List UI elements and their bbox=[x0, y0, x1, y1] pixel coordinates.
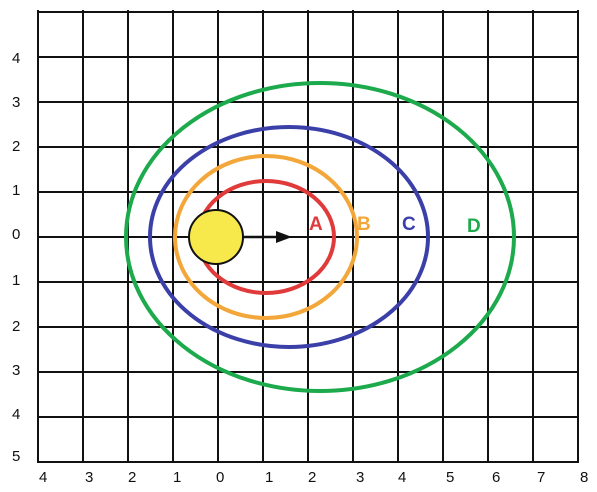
orbit-d bbox=[124, 81, 516, 393]
x-tick-label: 4 bbox=[39, 469, 47, 486]
orbit-label-a: A bbox=[309, 214, 323, 235]
x-tick-label: 6 bbox=[492, 469, 500, 486]
x-tick-label: 1 bbox=[265, 469, 273, 486]
grid bbox=[37, 10, 579, 463]
y-tick-label: 5 bbox=[12, 448, 20, 465]
orbit-label-c: C bbox=[402, 214, 416, 235]
y-tick-label: 3 bbox=[12, 362, 20, 379]
y-tick-label: 1 bbox=[12, 272, 20, 289]
x-tick-label: 2 bbox=[128, 469, 136, 486]
y-axis-labels: 4 3 2 1 0 1 2 3 4 5 bbox=[12, 50, 20, 465]
y-tick-label: 0 bbox=[12, 226, 20, 243]
y-tick-label: 1 bbox=[12, 182, 20, 199]
y-tick-label: 4 bbox=[12, 50, 20, 67]
orbit-c bbox=[148, 125, 430, 349]
y-tick-label: 4 bbox=[12, 406, 20, 423]
x-tick-label: 3 bbox=[85, 469, 93, 486]
x-tick-label: 4 bbox=[398, 469, 406, 486]
orbit-label-b: B bbox=[357, 214, 371, 235]
x-tick-label: 3 bbox=[356, 469, 364, 486]
orbit-label-d: D bbox=[467, 216, 481, 237]
star bbox=[188, 209, 244, 265]
x-tick-label: 2 bbox=[308, 469, 316, 486]
direction-arrow bbox=[243, 231, 292, 243]
x-tick-label: 1 bbox=[173, 469, 181, 486]
y-tick-label: 2 bbox=[12, 318, 20, 335]
x-axis-labels: 4 3 2 1 0 1 2 3 4 5 6 7 8 bbox=[39, 469, 588, 486]
x-tick-label: 5 bbox=[446, 469, 454, 486]
x-tick-label: 0 bbox=[216, 469, 224, 486]
y-tick-label: 2 bbox=[12, 138, 20, 155]
y-tick-label: 3 bbox=[12, 94, 20, 111]
orbit-b bbox=[173, 154, 359, 320]
x-tick-label: 7 bbox=[537, 469, 545, 486]
x-tick-label: 8 bbox=[580, 469, 588, 486]
